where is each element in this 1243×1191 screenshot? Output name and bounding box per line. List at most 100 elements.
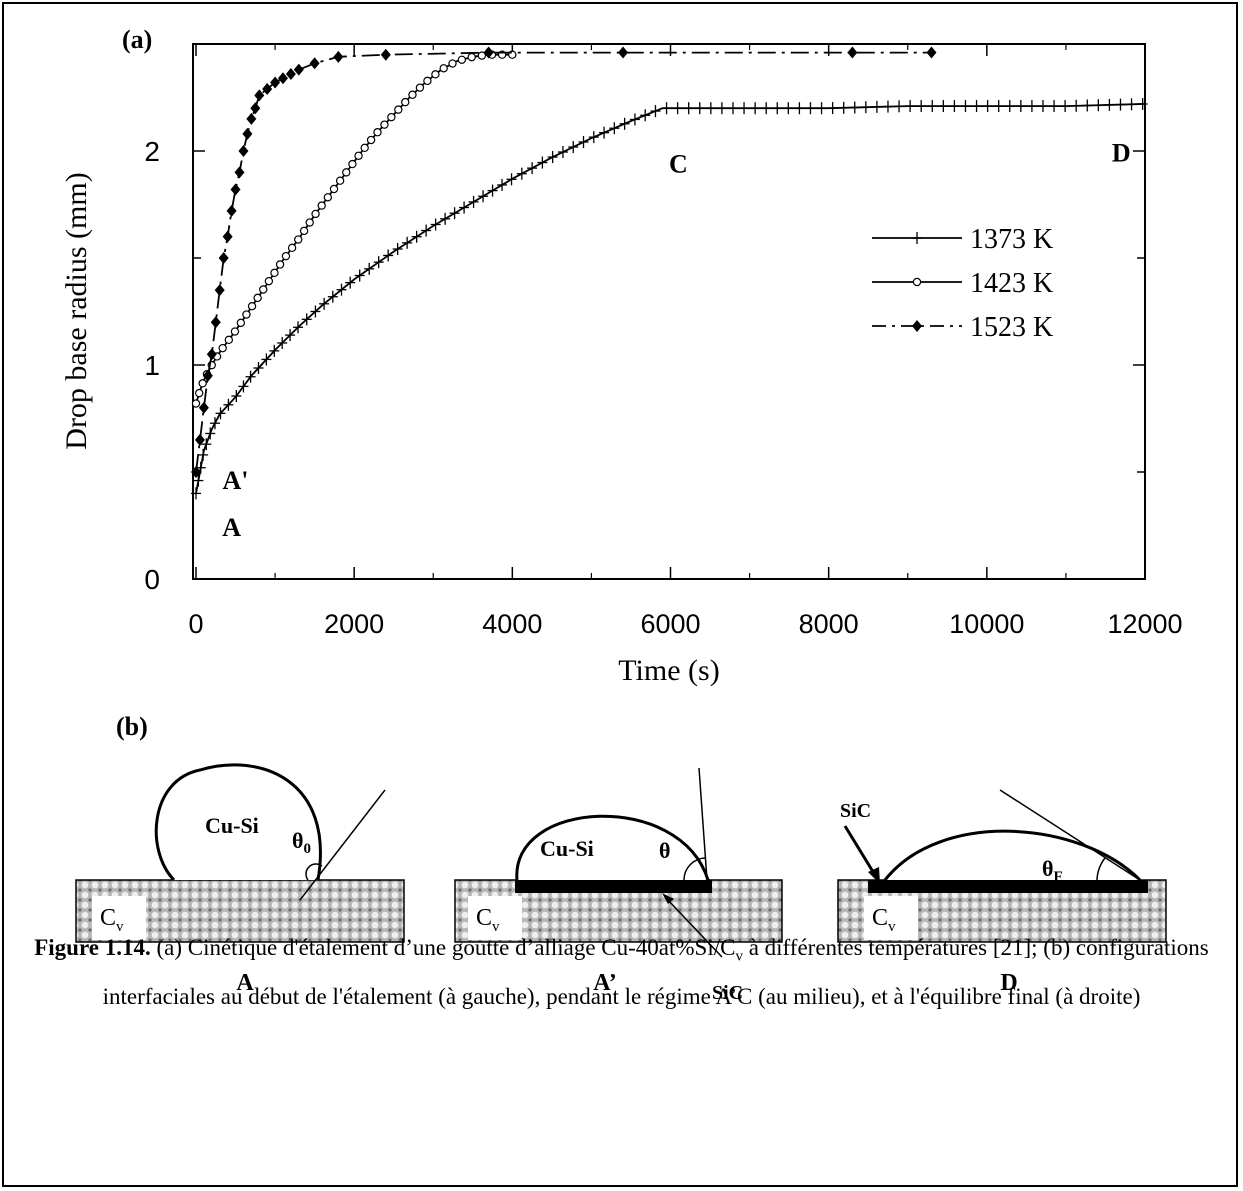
substrate-label-a-prime: Cv bbox=[476, 905, 500, 935]
data-point bbox=[373, 128, 382, 137]
data-point bbox=[210, 316, 221, 329]
drop-d bbox=[883, 829, 1142, 882]
data-point bbox=[195, 388, 204, 398]
data-point bbox=[311, 209, 320, 219]
data-point bbox=[329, 184, 339, 194]
series-1423-k bbox=[191, 50, 517, 408]
sic-pointer-arrowhead bbox=[662, 893, 674, 904]
data-point bbox=[277, 72, 288, 85]
panel-b-label: (b) bbox=[116, 712, 148, 741]
data-point bbox=[236, 318, 246, 328]
data-point bbox=[230, 183, 241, 196]
data-point bbox=[380, 120, 389, 129]
caption-subscript-v: v bbox=[735, 948, 743, 965]
drop-a bbox=[154, 763, 322, 882]
x-tick-label: 8000 bbox=[799, 609, 859, 639]
data-point bbox=[477, 51, 487, 60]
series-line bbox=[195, 53, 517, 404]
interface-label-a-prime: SiC bbox=[712, 982, 743, 1004]
plot-area-frame bbox=[192, 43, 1146, 580]
angle-label-a: θ0 bbox=[292, 828, 311, 857]
data-point bbox=[366, 135, 376, 145]
panel-a-label: (a) bbox=[122, 25, 152, 54]
x-tick-label: 12000 bbox=[1107, 609, 1182, 639]
data-point bbox=[262, 82, 273, 95]
x-tick-label: 2000 bbox=[324, 609, 384, 639]
data-point bbox=[194, 433, 205, 446]
y-tick-label: 2 bbox=[144, 136, 160, 167]
data-point bbox=[214, 284, 225, 297]
substrate-label-box-a-prime bbox=[468, 896, 522, 940]
tangent-line-a bbox=[299, 789, 386, 901]
y-tick-label: 1 bbox=[144, 350, 160, 381]
drop-label-a-prime: Cu-Si bbox=[540, 836, 594, 861]
data-point bbox=[431, 70, 440, 79]
data-point bbox=[335, 176, 345, 185]
annotation-aprime: A' bbox=[223, 466, 249, 495]
data-point bbox=[317, 201, 326, 210]
data-point bbox=[242, 310, 251, 319]
data-point bbox=[224, 335, 234, 345]
caption-text-part2: à différentes températures [21]; (b) con… bbox=[102, 935, 1209, 1009]
annotation-c: C bbox=[669, 149, 688, 178]
angle-arc-d bbox=[1096, 857, 1106, 881]
x-tick-labels: 0 2000 4000 6000 8000 10000 12000 bbox=[188, 609, 1182, 639]
data-point bbox=[198, 379, 207, 388]
legend-label-0: 1373 K bbox=[970, 224, 1053, 255]
config-label-a: A bbox=[236, 970, 254, 996]
substrate-label-box-d bbox=[864, 896, 918, 940]
annotation-d: D bbox=[1112, 139, 1131, 168]
data-point bbox=[348, 159, 357, 169]
data-point bbox=[448, 59, 457, 68]
data-point bbox=[287, 243, 297, 253]
tangent-line-a-prime bbox=[698, 767, 708, 881]
spreading-kinetics-chart: (a) 0 2000 4000 6000 8000 10000 12000 0 1 2 Time… bbox=[60, 25, 1183, 687]
x-tick-label: 0 bbox=[188, 609, 203, 639]
data-point bbox=[380, 48, 391, 61]
data-point bbox=[342, 168, 351, 177]
series-line bbox=[195, 51, 932, 473]
data-point bbox=[230, 327, 240, 336]
substrate-label-a: Cv bbox=[100, 905, 124, 935]
data-point bbox=[242, 127, 253, 140]
legend-label-1: 1423 K bbox=[970, 268, 1053, 299]
substrate-label-box-a bbox=[92, 896, 146, 940]
figure-caption: Figure 1.14. (a) Cinétique d'étalement d… bbox=[20, 928, 1223, 1016]
data-point bbox=[360, 143, 369, 153]
data-point bbox=[926, 46, 937, 59]
drop-label-a: Cu-Si bbox=[205, 813, 259, 838]
x-tick-label: 6000 bbox=[640, 609, 700, 639]
data-point bbox=[285, 67, 296, 80]
data-point bbox=[253, 293, 262, 303]
data-point bbox=[281, 251, 291, 261]
data-point bbox=[323, 193, 333, 202]
angle-arc-a bbox=[305, 863, 323, 881]
data-point bbox=[222, 230, 233, 243]
drop-a-prime bbox=[515, 814, 710, 881]
data-point bbox=[202, 369, 213, 382]
data-point bbox=[191, 399, 201, 408]
data-point bbox=[299, 226, 309, 236]
annotation-a: A bbox=[222, 513, 241, 542]
sic-layer-a-prime bbox=[515, 880, 712, 893]
y-axis-label: Drop base radius (mm) bbox=[60, 172, 93, 449]
data-point bbox=[354, 151, 363, 160]
x-axis-label: Time (s) bbox=[618, 654, 719, 687]
legend-label-2: 1523 K bbox=[970, 312, 1053, 343]
data-point bbox=[618, 46, 629, 59]
data-point bbox=[408, 90, 417, 99]
data-point bbox=[270, 76, 281, 89]
series-1523-k bbox=[191, 46, 937, 478]
data-point bbox=[206, 348, 217, 361]
data-point bbox=[293, 63, 304, 76]
config-label-a-prime: A’ bbox=[593, 970, 617, 996]
data-point bbox=[198, 401, 209, 414]
data-point bbox=[247, 301, 257, 311]
data-point bbox=[238, 145, 249, 157]
data-point bbox=[250, 102, 261, 115]
sic-pointer-arrow bbox=[665, 897, 723, 958]
annotation-layer: A' A C D bbox=[222, 139, 1130, 543]
data-point bbox=[439, 64, 448, 73]
